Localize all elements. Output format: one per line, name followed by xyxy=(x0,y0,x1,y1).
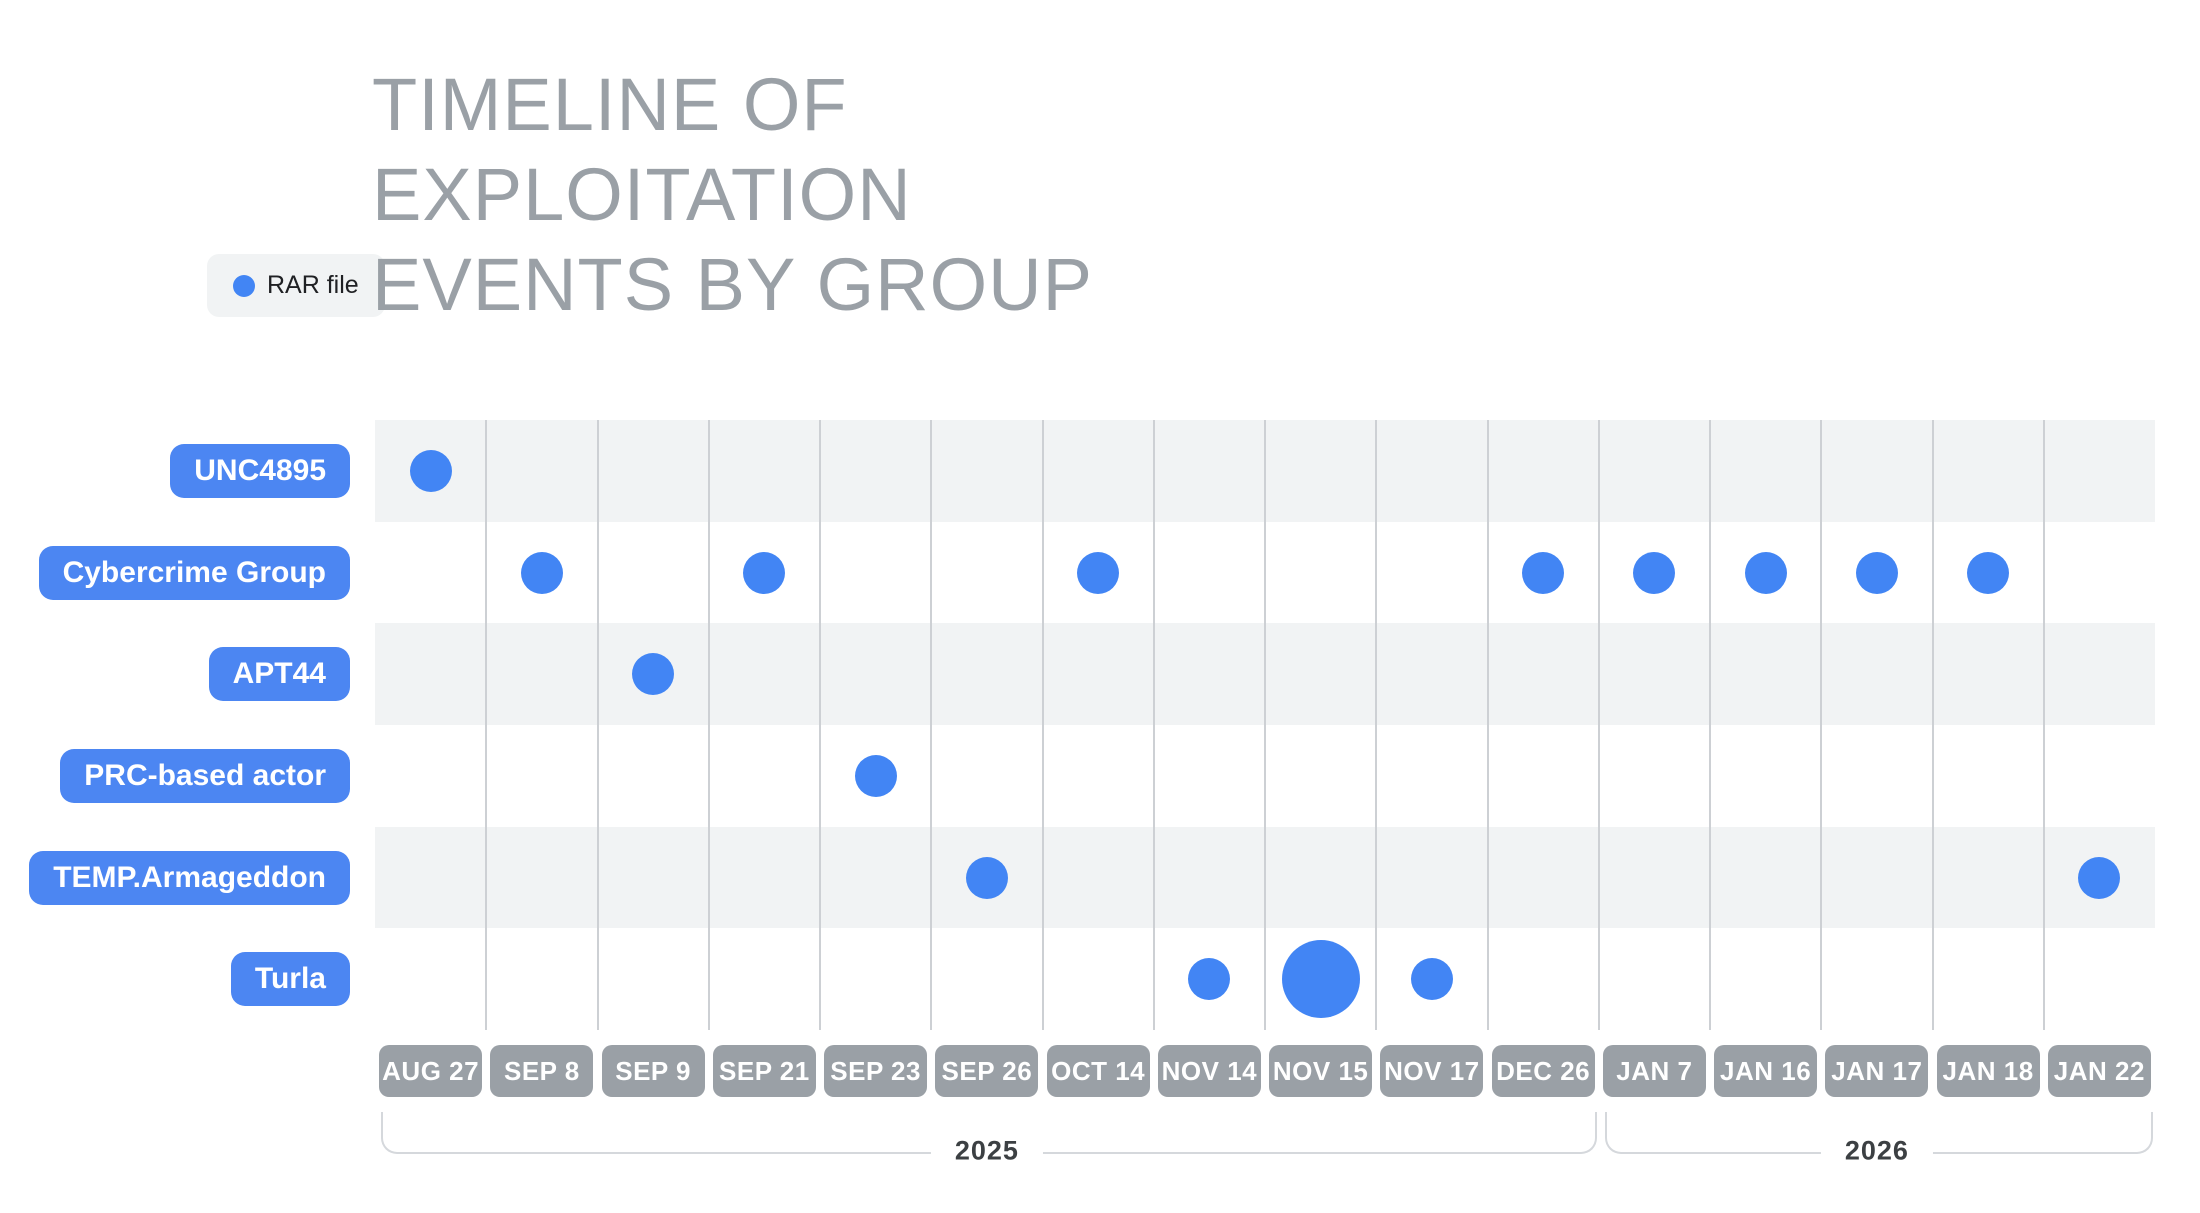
event-bubble xyxy=(2078,856,2121,899)
date-label-pill: OCT 14 xyxy=(1046,1045,1150,1097)
event-bubble xyxy=(1188,958,1231,1001)
event-bubble xyxy=(1281,940,1360,1019)
gridline xyxy=(707,420,710,1030)
gridline xyxy=(1709,420,1711,1030)
event-bubble xyxy=(632,653,675,696)
date-label-pill: SEP 26 xyxy=(935,1045,1039,1097)
gridline xyxy=(2042,420,2045,1030)
gridline xyxy=(1931,420,1934,1030)
date-label-pill: AUG 27 xyxy=(379,1045,483,1097)
year-label: 2025 xyxy=(930,1135,1043,1167)
date-label-pill: DEC 26 xyxy=(1491,1045,1595,1097)
gridline xyxy=(596,420,599,1030)
group-label-pill: Turla xyxy=(230,952,350,1007)
event-bubble xyxy=(1410,958,1453,1001)
gridline xyxy=(1264,420,1266,1030)
date-label-pill: SEP 8 xyxy=(490,1045,594,1097)
event-bubble xyxy=(1855,551,1898,594)
gridline xyxy=(819,420,821,1030)
date-label-pill: SEP 9 xyxy=(601,1045,705,1097)
gridline xyxy=(485,420,488,1030)
group-label-pill: APT44 xyxy=(208,647,350,702)
event-bubble xyxy=(743,551,786,594)
gridline xyxy=(1597,420,1600,1030)
event-bubble xyxy=(409,449,452,492)
gridline xyxy=(1486,420,1489,1030)
date-label-pill: JAN 7 xyxy=(1602,1045,1706,1097)
gridline xyxy=(1152,420,1155,1030)
event-bubble xyxy=(854,754,897,797)
legend: RAR file xyxy=(207,254,385,317)
event-bubble xyxy=(1633,551,1676,594)
date-label-pill: SEP 21 xyxy=(712,1045,816,1097)
gridline xyxy=(1375,420,1378,1030)
date-label-pill: JAN 17 xyxy=(1825,1045,1929,1097)
event-bubble xyxy=(1522,551,1565,594)
date-label-pill: NOV 14 xyxy=(1157,1045,1261,1097)
event-bubble xyxy=(1077,551,1120,594)
gridline xyxy=(930,420,933,1030)
rar-file-dot-icon xyxy=(233,274,255,297)
event-bubble xyxy=(1744,551,1787,594)
page-title: TIMELINE OF EXPLOITATION EVENTS BY GROUP xyxy=(372,63,1093,326)
group-label-pill: PRC-based actor xyxy=(60,748,350,803)
date-label-pill: JAN 18 xyxy=(1936,1045,2040,1097)
gridline xyxy=(1820,420,1823,1030)
event-bubble xyxy=(520,551,563,594)
date-label-pill: NOV 17 xyxy=(1380,1045,1484,1097)
legend-label: RAR file xyxy=(267,271,359,299)
gridline xyxy=(1041,420,1044,1030)
date-label-pill: JAN 16 xyxy=(1714,1045,1818,1097)
plot-area xyxy=(375,420,2155,1030)
group-label-pill: UNC4895 xyxy=(170,443,350,498)
year-label: 2026 xyxy=(1820,1135,1933,1167)
date-label-pill: NOV 15 xyxy=(1269,1045,1373,1097)
date-label-pill: JAN 22 xyxy=(2047,1045,2151,1097)
date-label-pill: SEP 23 xyxy=(824,1045,928,1097)
group-label-pill: Cybercrime Group xyxy=(38,545,350,600)
event-bubble xyxy=(965,856,1008,899)
event-bubble xyxy=(1967,551,2010,594)
group-label-pill: TEMP.Armageddon xyxy=(29,850,350,905)
